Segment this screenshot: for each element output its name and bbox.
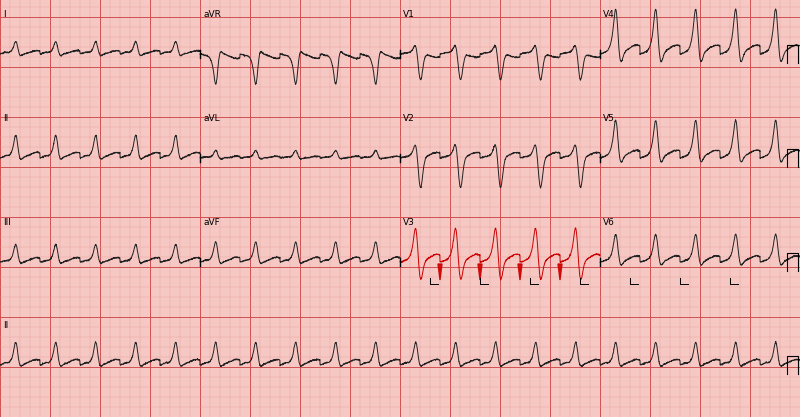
Text: I: I	[3, 10, 6, 19]
Text: aVR: aVR	[203, 10, 221, 19]
Text: aVL: aVL	[203, 114, 220, 123]
Polygon shape	[518, 264, 522, 280]
Text: V2: V2	[403, 114, 414, 123]
Text: V4: V4	[603, 10, 614, 19]
Text: II: II	[3, 114, 8, 123]
Text: V5: V5	[603, 114, 615, 123]
Text: II: II	[3, 321, 8, 330]
Polygon shape	[438, 264, 442, 280]
Text: aVF: aVF	[203, 218, 220, 227]
Polygon shape	[478, 264, 482, 280]
Text: V1: V1	[403, 10, 415, 19]
Text: V6: V6	[603, 218, 615, 227]
Text: III: III	[3, 218, 11, 227]
Polygon shape	[558, 264, 562, 280]
Text: V3: V3	[403, 218, 415, 227]
